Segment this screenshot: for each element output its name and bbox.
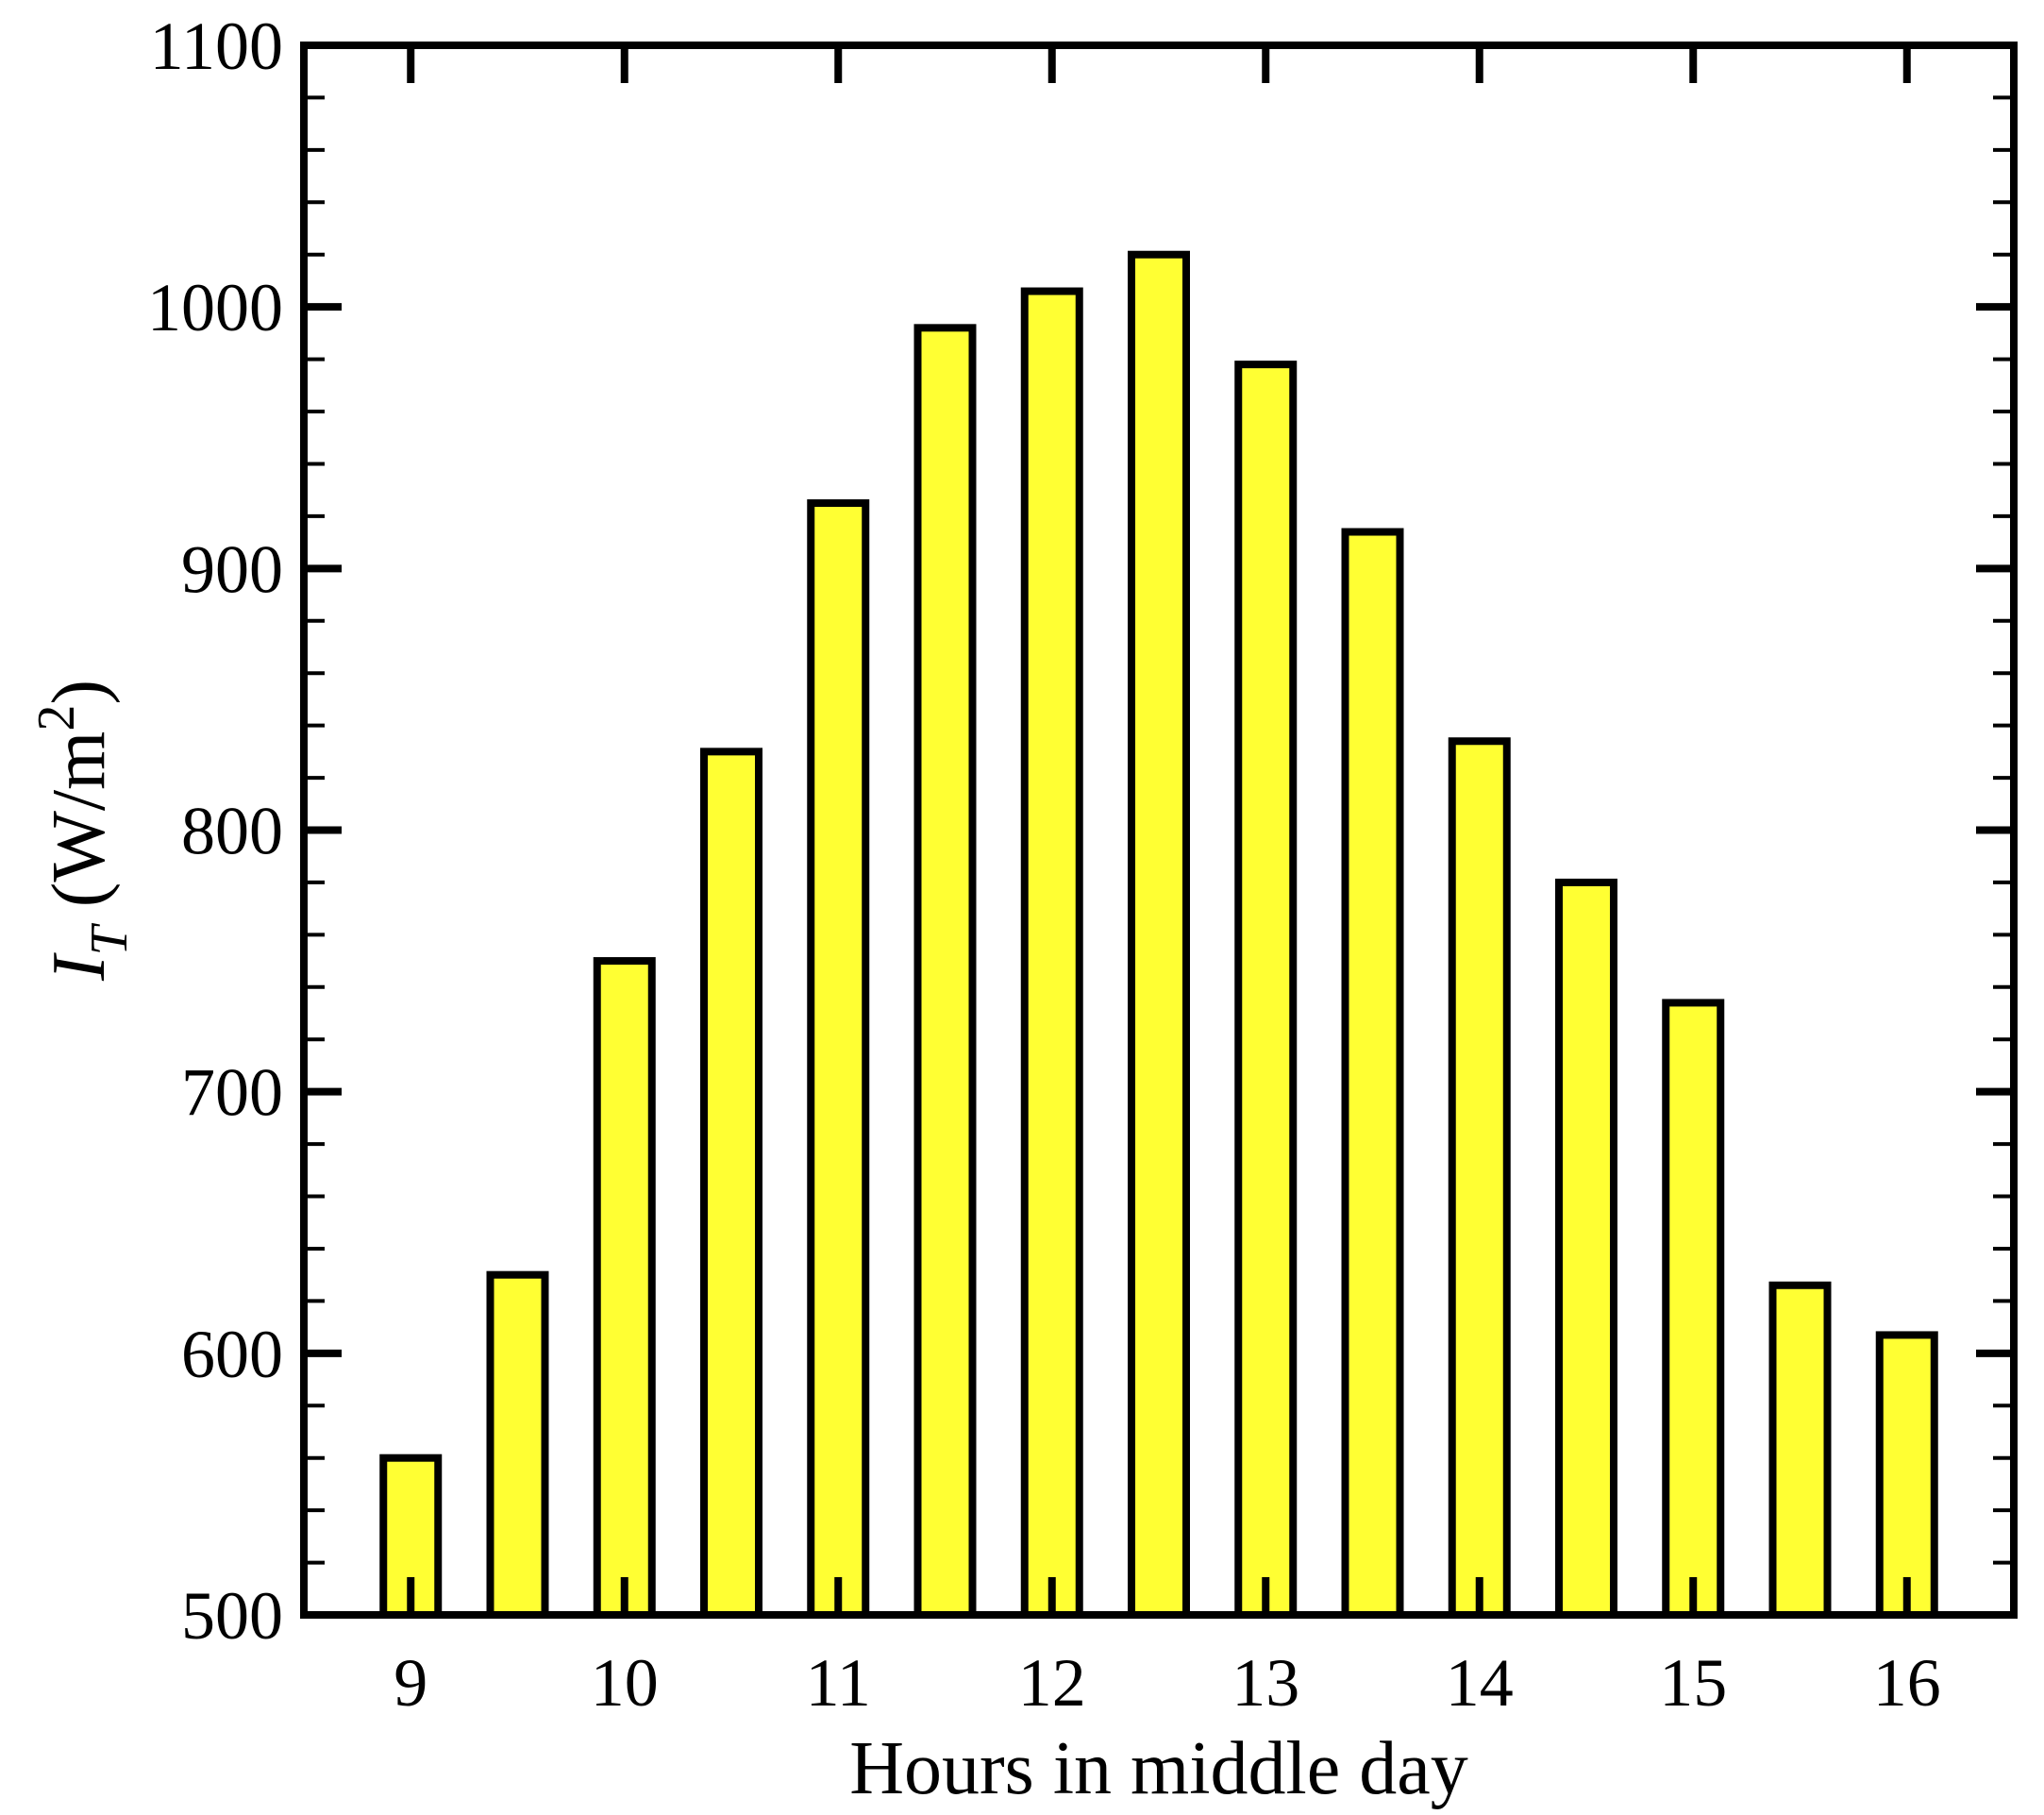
y-axis-unit-open: (W/m	[38, 731, 121, 927]
x-tick-label: 10	[591, 1645, 659, 1721]
bar	[1875, 1331, 1938, 1619]
bar	[700, 748, 762, 1619]
x-tick-label: 15	[1659, 1645, 1727, 1721]
x-tick-label: 13	[1231, 1645, 1299, 1721]
plot-frame	[300, 42, 2018, 1619]
bar	[1555, 878, 1617, 1619]
y-axis-subscript: T	[80, 922, 139, 955]
y-tick-label: 600	[181, 1317, 283, 1392]
y-tick-label: 1000	[147, 270, 283, 345]
x-tick-label: 12	[1018, 1645, 1086, 1721]
y-axis-unit-power: 2	[27, 705, 86, 731]
y-tick-label: 1100	[150, 8, 283, 84]
y-tick-label: 900	[181, 531, 283, 607]
y-axis-title: IT (W/m2)	[27, 680, 139, 982]
bar	[1662, 999, 1725, 1620]
y-axis-unit-close: )	[38, 680, 121, 705]
x-tick-label: 14	[1446, 1645, 1514, 1721]
y-tick-label: 700	[181, 1055, 283, 1131]
y-tick-label: 800	[181, 794, 283, 869]
tick-labels: 9 10 11 12 13 14 15 16 500 600 700 800 900 1000 1100	[147, 8, 1941, 1721]
bar	[1020, 287, 1083, 1620]
bar	[1768, 1281, 1832, 1620]
bar	[593, 957, 656, 1619]
bar	[1128, 250, 1190, 1620]
bar	[1234, 361, 1298, 1620]
bar	[1448, 737, 1511, 1619]
bar	[913, 324, 977, 1620]
y-tick-label: 500	[181, 1578, 283, 1654]
bar	[486, 1270, 549, 1620]
bars	[379, 250, 1938, 1620]
x-tick-label: 16	[1873, 1645, 1941, 1721]
bar	[807, 499, 870, 1620]
x-axis-title: Hours in middle day	[849, 1727, 1467, 1810]
x-tick-label: 11	[806, 1645, 871, 1721]
x-tick-label: 9	[394, 1645, 427, 1721]
y-axis-symbol: I	[38, 952, 121, 982]
bar	[1341, 528, 1404, 1619]
